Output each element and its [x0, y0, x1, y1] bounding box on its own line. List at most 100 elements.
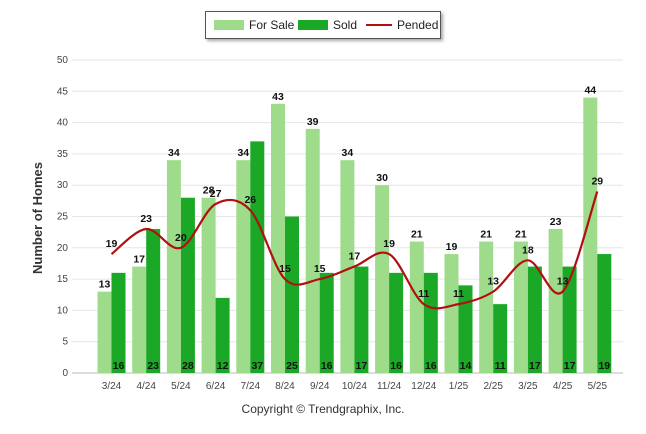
data-label-sold: 19 [598, 360, 610, 372]
pended-line-icon [366, 24, 392, 26]
data-label-pended: 18 [522, 244, 534, 256]
for-sale-swatch-icon [214, 20, 244, 30]
y-tick-label: 5 [62, 337, 68, 348]
bars [97, 97, 612, 373]
bar-sold [146, 229, 161, 373]
sold-swatch-icon [298, 20, 328, 30]
data-label-pended: 15 [279, 263, 291, 275]
x-tick-label: 6/24 [206, 381, 226, 392]
bar-sold [285, 216, 299, 373]
bar-sold [458, 285, 473, 373]
pended-line [110, 191, 599, 310]
legend-item-for-sale[interactable]: For Sale [214, 17, 294, 33]
copyright-footer: Copyright © Trendgraphix, Inc. [241, 402, 405, 416]
bar-for-sale [340, 160, 355, 373]
data-label-sold: 25 [286, 360, 298, 372]
bar-sold [111, 272, 126, 373]
data-label-pended: 11 [418, 288, 429, 300]
data-label-for-sale: 13 [99, 279, 111, 291]
data-label-pended: 26 [244, 194, 256, 206]
bar-sold [562, 266, 577, 373]
data-label-pended: 19 [106, 238, 118, 250]
legend-item-pended[interactable]: Pended [366, 17, 438, 33]
data-label-for-sale: 21 [515, 229, 527, 241]
bar-for-sale [444, 254, 459, 373]
data-label-for-sale: 34 [342, 147, 354, 159]
legend: For Sale Sold Pended [205, 11, 441, 39]
bar-sold [354, 266, 369, 373]
y-tick-label: 30 [57, 180, 69, 191]
x-tick-label: 8/24 [275, 381, 295, 392]
bar-for-sale [132, 266, 147, 373]
y-tick-label: 20 [57, 243, 69, 254]
bar-sold [180, 197, 195, 373]
bar-sold [389, 272, 404, 373]
data-label-pended: 15 [314, 263, 326, 275]
data-label-pended: 29 [591, 175, 603, 187]
y-tick-label: 35 [57, 149, 69, 160]
data-label-pended: 11 [453, 288, 464, 300]
data-labels: 13 17 34 28 34 43 39 34 30 21 19 21 21 23 44 16 23 28 12 37… [99, 85, 611, 372]
y-axis-label: Number of Homes [30, 162, 45, 274]
data-label-for-sale: 28 [203, 185, 215, 197]
bar-sold [597, 254, 612, 373]
bar-for-sale [513, 241, 528, 373]
data-label-sold: 16 [321, 360, 333, 372]
data-label-sold: 17 [529, 360, 541, 372]
data-label-for-sale: 17 [133, 254, 145, 266]
legend-label-sold: Sold [333, 18, 358, 32]
data-label-pended: 13 [487, 276, 499, 288]
x-tick-label: 12/24 [411, 381, 436, 392]
legend-label-for-sale: For Sale [249, 18, 295, 32]
bar-for-sale [97, 291, 112, 373]
bar-sold [319, 272, 334, 373]
data-label-sold: 17 [564, 360, 576, 372]
data-label-sold: 28 [182, 360, 194, 372]
y-tick-label: 50 [57, 55, 69, 66]
data-label-for-sale: 34 [168, 147, 180, 159]
x-tick-label: 9/24 [310, 381, 330, 392]
bar-sold [423, 272, 438, 373]
y-axis-ticks: 0 5 10 15 20 25 30 35 40 45 50 [57, 55, 69, 379]
y-tick-label: 0 [62, 368, 68, 379]
x-tick-label: 4/24 [136, 381, 156, 392]
data-label-for-sale: 39 [307, 116, 319, 128]
y-tick-label: 10 [57, 305, 69, 316]
x-tick-label: 3/24 [102, 381, 122, 392]
bar-for-sale [305, 128, 320, 373]
x-tick-label: 3/25 [518, 381, 538, 392]
x-tick-label: 11/24 [377, 381, 402, 392]
bar-for-sale [479, 241, 494, 373]
legend-item-sold[interactable]: Sold [298, 17, 357, 33]
y-tick-label: 25 [57, 212, 69, 223]
bar-sold [527, 266, 542, 373]
bar-for-sale [583, 97, 598, 373]
bar-sold [215, 297, 230, 373]
x-axis-ticks: 3/24 4/24 5/24 6/24 7/24 8/24 9/24 10/24 11/24 12… [102, 381, 608, 392]
x-tick-label: 10/24 [342, 381, 367, 392]
x-tick-label: 5/24 [171, 381, 191, 392]
data-label-pended: 23 [140, 213, 152, 225]
x-tick-label: 1/25 [449, 381, 469, 392]
data-label-pended: 19 [383, 238, 395, 250]
bar-sold [250, 141, 265, 373]
pended-line-group [110, 191, 599, 310]
data-label-for-sale: 34 [237, 147, 249, 159]
data-label-sold: 16 [113, 360, 125, 372]
data-label-sold: 12 [217, 360, 229, 372]
data-label-sold: 37 [251, 360, 263, 372]
data-label-for-sale: 19 [446, 241, 458, 253]
data-label-pended: 27 [210, 188, 222, 200]
bar-for-sale [548, 229, 563, 373]
data-label-for-sale: 21 [480, 229, 492, 241]
bar-for-sale [375, 185, 390, 373]
x-tick-label: 2/25 [483, 381, 503, 392]
y-tick-label: 40 [57, 118, 69, 129]
data-label-pended: 17 [349, 251, 361, 263]
bar-for-sale [201, 197, 216, 373]
data-label-sold: 17 [356, 360, 368, 372]
data-label-sold: 11 [495, 360, 506, 372]
x-tick-label: 7/24 [241, 381, 261, 392]
data-label-for-sale: 44 [584, 85, 596, 97]
